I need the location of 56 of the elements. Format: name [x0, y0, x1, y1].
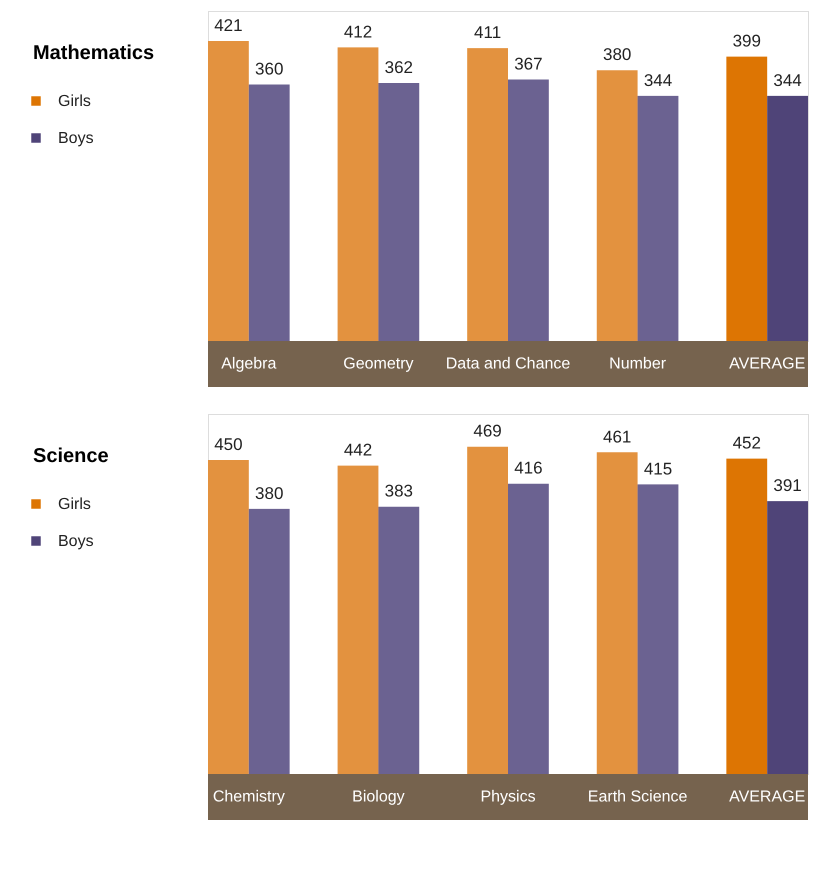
data-label: 442	[344, 440, 372, 460]
data-label: 344	[644, 70, 672, 90]
x-tick-label: AVERAGE	[729, 788, 806, 806]
data-label: 411	[474, 23, 502, 42]
data-label: 391	[773, 476, 802, 496]
bar	[767, 96, 808, 341]
data-label: 412	[344, 22, 372, 42]
data-label: 362	[384, 58, 414, 78]
x-tick-label: Data and Chance	[446, 356, 570, 372]
data-label: 450	[214, 434, 243, 454]
data-label: 421	[214, 16, 243, 35]
legend-label: Boys	[58, 533, 94, 550]
bar	[248, 84, 290, 341]
x-tick-label: Biology	[352, 788, 405, 806]
data-label: 415	[644, 459, 672, 478]
legend-label: Girls	[58, 93, 91, 110]
x-tick-label: Physics	[480, 788, 536, 806]
x-tick-label: Chemistry	[212, 788, 285, 806]
bar	[508, 79, 549, 341]
bar	[338, 47, 378, 341]
bar	[467, 48, 508, 341]
x-tick-label: Number	[609, 356, 667, 372]
bar	[767, 501, 808, 774]
chart-title: Science	[33, 445, 109, 467]
data-label: 360	[255, 59, 284, 78]
data-label: 461	[602, 427, 632, 446]
x-tick-label: Algebra	[221, 356, 276, 372]
bar	[338, 466, 378, 774]
data-label: 380	[602, 45, 632, 64]
data-label: 452	[732, 434, 761, 453]
data-label: 469	[473, 422, 502, 441]
data-label: 380	[255, 484, 284, 503]
bar	[248, 508, 290, 774]
bar	[378, 506, 420, 774]
bar	[726, 56, 768, 341]
legend-label: Boys	[58, 130, 94, 147]
x-tick-label: Earth Science	[588, 788, 688, 806]
data-label: 416	[514, 458, 543, 478]
data-label: 399	[732, 32, 761, 51]
x-tick-label: AVERAGE	[729, 356, 806, 372]
bar	[208, 41, 249, 341]
bar	[467, 446, 508, 774]
legend-label: Girls	[58, 496, 91, 513]
bar	[508, 484, 549, 774]
bar	[596, 70, 638, 341]
bar	[596, 452, 638, 774]
x-tick-label: Geometry	[343, 356, 414, 372]
bar	[208, 460, 249, 774]
bar	[726, 458, 768, 774]
chart-title: Mathematics	[33, 42, 154, 64]
bar	[638, 96, 678, 341]
data-label: 367	[514, 54, 543, 74]
bar	[638, 484, 678, 774]
data-label: 344	[773, 70, 802, 90]
bar	[378, 83, 420, 341]
data-label: 383	[384, 482, 414, 501]
